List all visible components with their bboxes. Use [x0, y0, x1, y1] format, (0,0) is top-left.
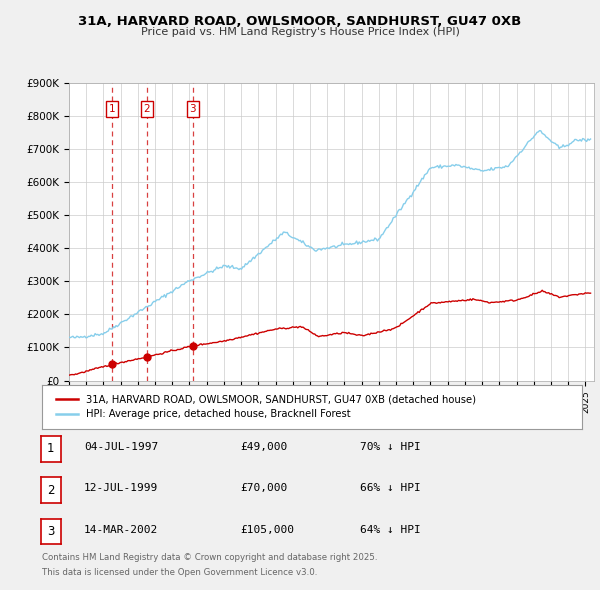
Legend: 31A, HARVARD ROAD, OWLSMOOR, SANDHURST, GU47 0XB (detached house), HPI: Average : 31A, HARVARD ROAD, OWLSMOOR, SANDHURST, … — [52, 391, 481, 423]
Text: £49,000: £49,000 — [240, 442, 287, 452]
Text: 04-JUL-1997: 04-JUL-1997 — [84, 442, 158, 452]
Text: £70,000: £70,000 — [240, 483, 287, 493]
Text: This data is licensed under the Open Government Licence v3.0.: This data is licensed under the Open Gov… — [42, 568, 317, 577]
Text: 3: 3 — [47, 525, 55, 538]
Text: 66% ↓ HPI: 66% ↓ HPI — [360, 483, 421, 493]
Text: 70% ↓ HPI: 70% ↓ HPI — [360, 442, 421, 452]
Text: 2: 2 — [143, 104, 150, 114]
Text: 12-JUL-1999: 12-JUL-1999 — [84, 483, 158, 493]
Text: Price paid vs. HM Land Registry's House Price Index (HPI): Price paid vs. HM Land Registry's House … — [140, 27, 460, 37]
Text: £105,000: £105,000 — [240, 525, 294, 535]
Text: Contains HM Land Registry data © Crown copyright and database right 2025.: Contains HM Land Registry data © Crown c… — [42, 553, 377, 562]
Text: 64% ↓ HPI: 64% ↓ HPI — [360, 525, 421, 535]
Text: 1: 1 — [109, 104, 115, 114]
Text: 31A, HARVARD ROAD, OWLSMOOR, SANDHURST, GU47 0XB: 31A, HARVARD ROAD, OWLSMOOR, SANDHURST, … — [79, 15, 521, 28]
Text: 2: 2 — [47, 484, 55, 497]
Text: 14-MAR-2002: 14-MAR-2002 — [84, 525, 158, 535]
Text: 3: 3 — [190, 104, 196, 114]
Text: 1: 1 — [47, 442, 55, 455]
